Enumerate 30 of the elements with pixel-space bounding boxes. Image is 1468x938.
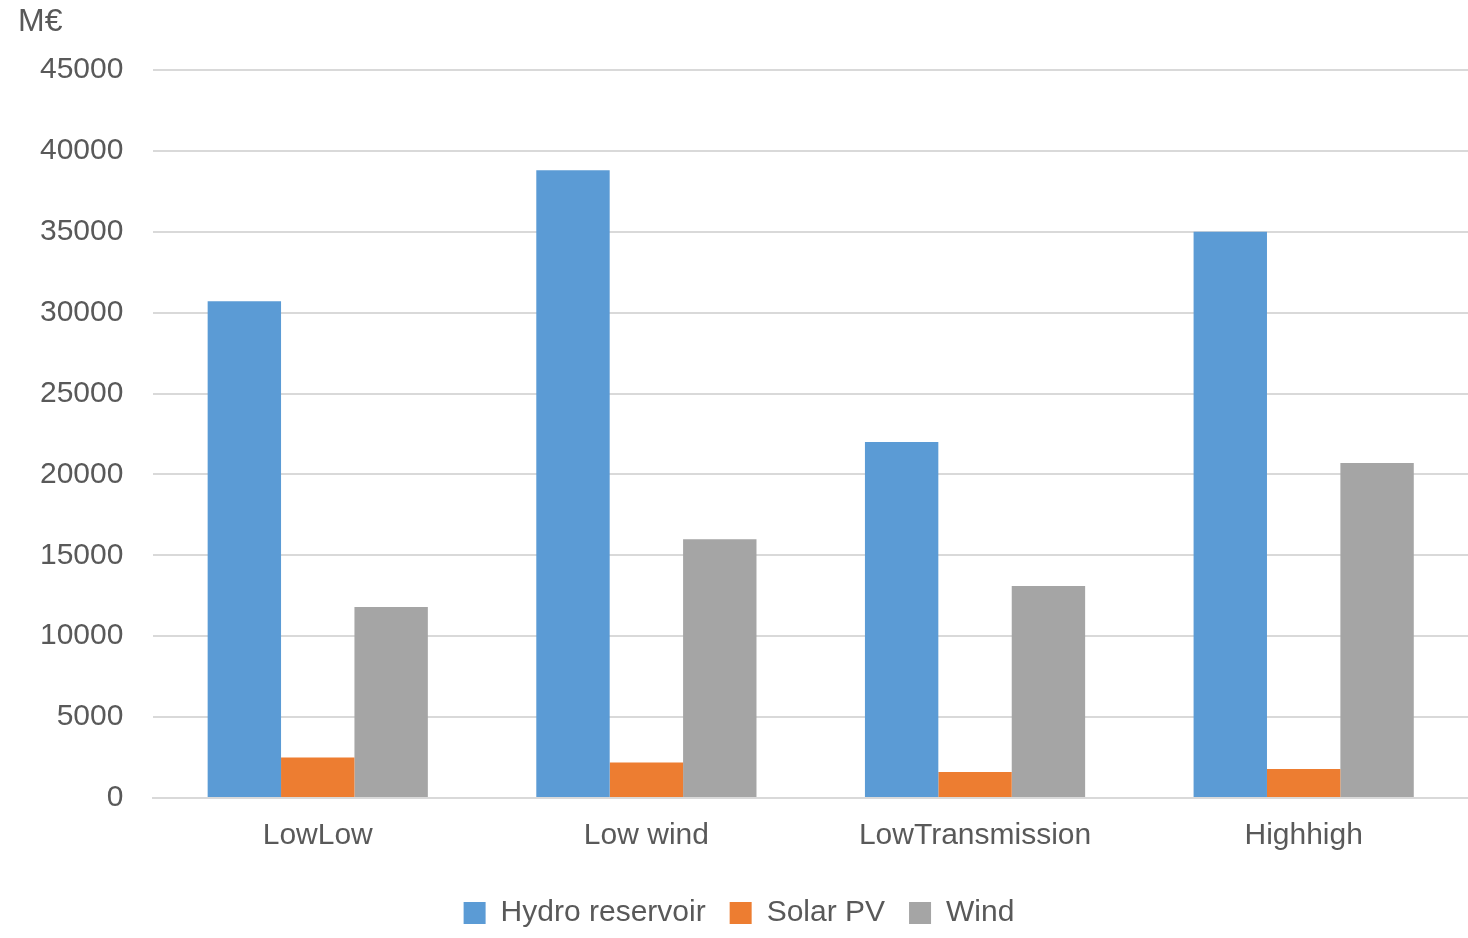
bar (281, 757, 355, 797)
y-tick-label: 15000 (39, 536, 124, 570)
y-axis-title: M€ (18, 1, 63, 38)
bar (1011, 586, 1086, 797)
x-tick-label: Low wind (583, 817, 709, 851)
x-tick-label: Highhigh (1244, 817, 1363, 851)
x-tick-label: LowLow (262, 817, 374, 851)
bar (1266, 768, 1341, 797)
bar (864, 442, 939, 797)
y-tick-label: 20000 (39, 455, 124, 489)
legend-label: Solar PV (766, 894, 886, 928)
bar (1193, 231, 1267, 797)
bar (609, 762, 684, 797)
y-tick-label: 45000 (39, 51, 124, 85)
y-tick-label: 5000 (56, 698, 124, 732)
legend-label: Hydro reservoir (500, 894, 706, 928)
y-tick-label: 40000 (39, 132, 124, 166)
legend-label: Wind (946, 894, 1015, 928)
bar (354, 607, 428, 797)
bar (938, 772, 1012, 797)
bar (1340, 463, 1414, 797)
y-tick-label: 0 (106, 779, 124, 813)
y-tick-label: 25000 (39, 374, 124, 408)
bar (536, 170, 610, 797)
bar (683, 539, 757, 797)
bar (207, 301, 282, 797)
y-tick-label: 35000 (39, 213, 124, 247)
y-tick-label: 10000 (39, 617, 124, 651)
y-tick-label: 30000 (39, 293, 124, 327)
x-tick-label: LowTransmission (858, 817, 1092, 851)
